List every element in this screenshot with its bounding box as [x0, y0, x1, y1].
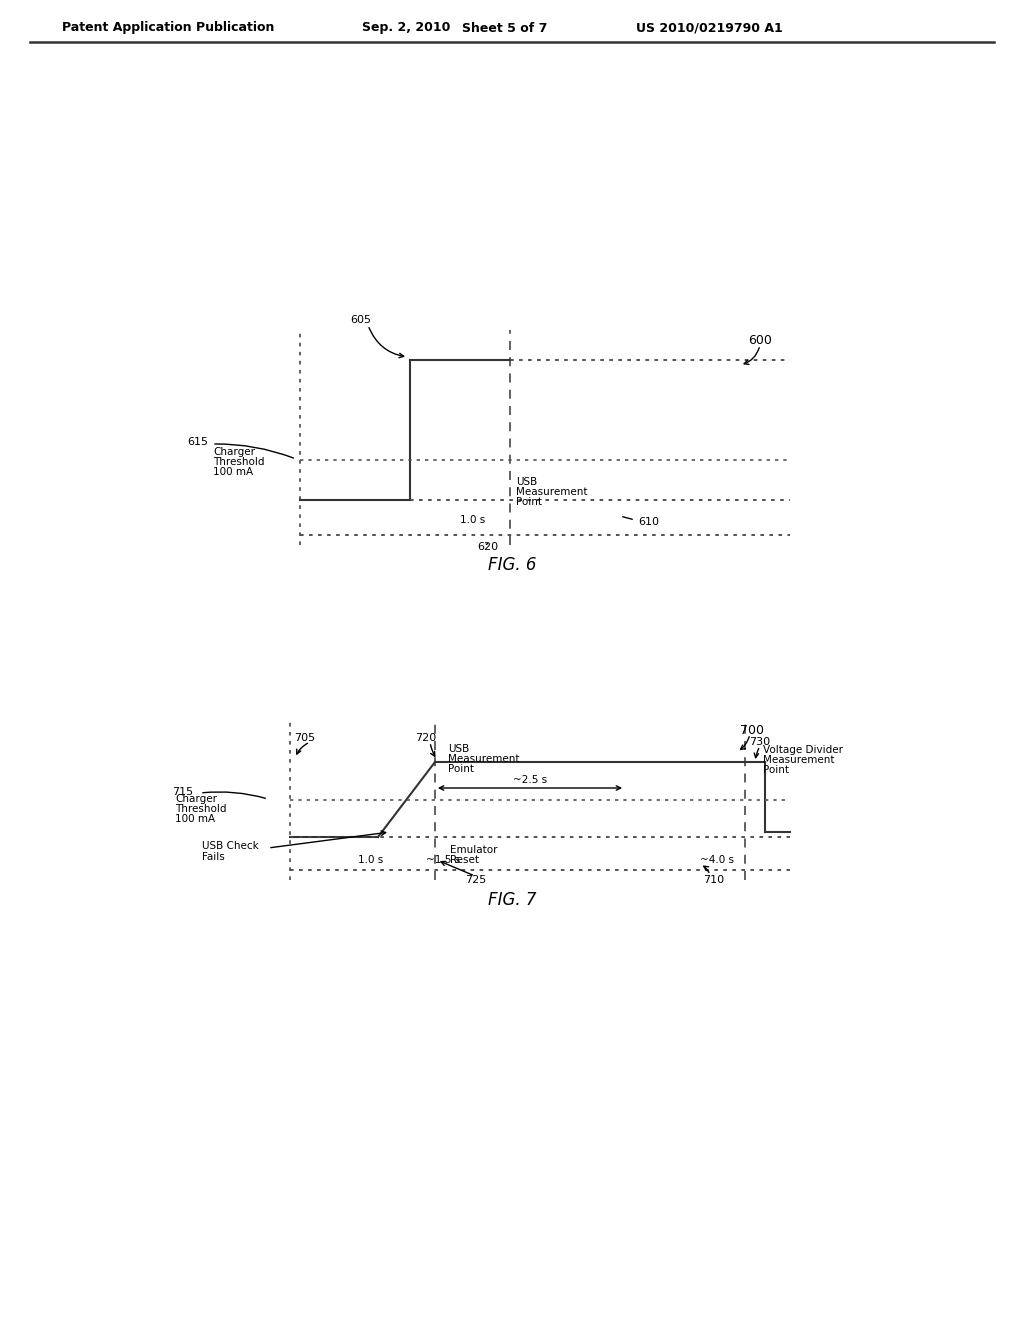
Text: Measurement: Measurement: [763, 755, 835, 766]
Text: 605: 605: [350, 315, 371, 325]
Text: 620: 620: [477, 543, 498, 552]
Text: ~2.5 s: ~2.5 s: [513, 775, 547, 785]
Text: Charger: Charger: [213, 447, 255, 457]
Text: 720: 720: [415, 733, 436, 743]
Text: Point: Point: [516, 498, 542, 507]
Text: ~4.0 s: ~4.0 s: [700, 855, 734, 865]
Text: Point: Point: [763, 766, 790, 775]
Text: 100 mA: 100 mA: [213, 467, 253, 477]
Text: Fails: Fails: [202, 851, 224, 862]
Text: FIG. 6: FIG. 6: [487, 556, 537, 574]
Text: US 2010/0219790 A1: US 2010/0219790 A1: [636, 21, 782, 34]
Text: ~1.5 s: ~1.5 s: [426, 855, 460, 865]
Text: USB: USB: [516, 477, 538, 487]
Text: 1.0 s: 1.0 s: [460, 515, 485, 525]
Text: 715: 715: [172, 787, 194, 797]
Text: Patent Application Publication: Patent Application Publication: [62, 21, 274, 34]
Text: Emulator: Emulator: [450, 845, 498, 855]
Text: 600: 600: [748, 334, 772, 346]
Text: 730: 730: [749, 737, 770, 747]
Text: Sep. 2, 2010: Sep. 2, 2010: [362, 21, 451, 34]
Text: Reset: Reset: [450, 855, 479, 865]
Text: Measurement: Measurement: [516, 487, 588, 498]
Text: 700: 700: [740, 723, 764, 737]
Text: Threshold: Threshold: [213, 457, 264, 467]
Text: FIG. 7: FIG. 7: [487, 891, 537, 909]
Text: Threshold: Threshold: [175, 804, 226, 814]
Text: 615: 615: [187, 437, 208, 447]
Text: 710: 710: [703, 875, 724, 884]
Text: Charger: Charger: [175, 795, 217, 804]
Text: USB Check: USB Check: [202, 841, 259, 851]
Text: 1.0 s: 1.0 s: [358, 855, 383, 865]
Text: Measurement: Measurement: [449, 754, 519, 764]
Text: 610: 610: [638, 517, 659, 527]
Text: 725: 725: [465, 875, 486, 884]
Text: 705: 705: [294, 733, 315, 743]
Text: 100 mA: 100 mA: [175, 814, 215, 824]
Text: Point: Point: [449, 764, 474, 774]
Text: Sheet 5 of 7: Sheet 5 of 7: [462, 21, 548, 34]
Text: USB: USB: [449, 744, 469, 754]
Text: Voltage Divider: Voltage Divider: [763, 744, 843, 755]
